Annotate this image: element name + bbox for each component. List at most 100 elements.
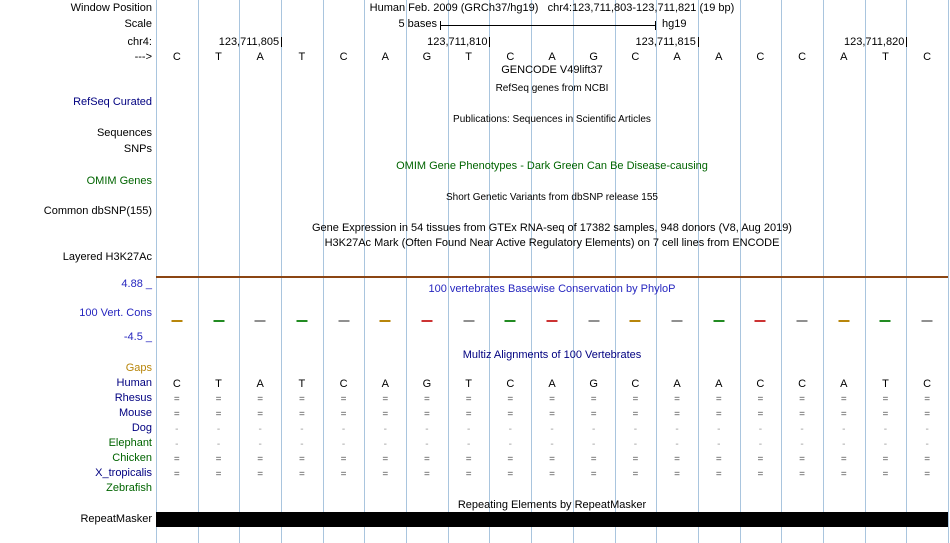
base-cell: C bbox=[506, 51, 515, 63]
base-cell: - bbox=[341, 439, 346, 450]
base-cell: - bbox=[258, 439, 262, 450]
phylop-max-value: 4.88 _ bbox=[121, 278, 152, 290]
track-title-phylop[interactable]: 100 vertebrates Basewise Conservation by… bbox=[428, 283, 676, 295]
base-cell: = bbox=[298, 454, 305, 465]
base-cell: C bbox=[798, 378, 807, 390]
base-cell: - bbox=[341, 424, 346, 435]
base-cell: = bbox=[757, 454, 764, 465]
track-label-100-vert-cons[interactable]: 100 Vert. Cons bbox=[79, 307, 152, 319]
multiz-species-label[interactable]: Mouse bbox=[118, 407, 152, 419]
base-cell: = bbox=[757, 394, 764, 405]
gridline bbox=[239, 0, 241, 543]
base-cell: - bbox=[633, 439, 638, 450]
base-cell: = bbox=[757, 409, 764, 420]
phylop-tick bbox=[504, 320, 516, 322]
gridline bbox=[697, 0, 699, 543]
chrom-label: chr4: bbox=[127, 36, 152, 48]
track-title-dbsnp[interactable]: Short Genetic Variants from dbSNP releas… bbox=[446, 192, 658, 203]
gridline bbox=[906, 0, 908, 543]
base-cell: = bbox=[465, 394, 472, 405]
multiz-species-label[interactable]: Elephant bbox=[108, 437, 152, 449]
track-label-sequences[interactable]: Sequences bbox=[96, 127, 152, 139]
position-tick-mark bbox=[906, 37, 908, 47]
phylop-tick bbox=[838, 320, 850, 322]
base-cell: - bbox=[550, 439, 554, 450]
multiz-species-label[interactable]: Chicken bbox=[112, 452, 152, 464]
base-cell: = bbox=[507, 409, 514, 420]
base-cell: T bbox=[215, 378, 222, 390]
phylop-tick bbox=[296, 320, 308, 322]
track-title-h3k27ac[interactable]: H3K27Ac Mark (Often Found Near Active Re… bbox=[324, 237, 780, 249]
position-tick-mark bbox=[281, 37, 283, 47]
gridline bbox=[614, 0, 616, 543]
base-cell: = bbox=[590, 394, 597, 405]
multiz-species-label[interactable]: Dog bbox=[131, 422, 152, 434]
gridline bbox=[489, 0, 491, 543]
base-cell: = bbox=[924, 454, 931, 465]
base-cell: C bbox=[339, 51, 348, 63]
track-title-omim[interactable]: OMIM Gene Phenotypes - Dark Green Can Be… bbox=[396, 160, 708, 172]
multiz-species-label[interactable]: Human bbox=[116, 377, 152, 389]
multiz-species-label[interactable]: Rhesus bbox=[114, 392, 152, 404]
base-cell: - bbox=[925, 424, 929, 435]
base-cell: - bbox=[300, 439, 304, 450]
track-title-refseq[interactable]: RefSeq genes from NCBI bbox=[495, 83, 609, 94]
base-cell: - bbox=[717, 439, 721, 450]
base-cell: = bbox=[215, 409, 222, 420]
base-cell: A bbox=[715, 378, 723, 390]
track-title-publications[interactable]: Publications: Sequences in Scientific Ar… bbox=[453, 114, 651, 125]
base-cell: = bbox=[674, 469, 680, 480]
browser-position-title: Human Feb. 2009 (GRCh37/hg19) chr4:123,7… bbox=[369, 2, 735, 14]
position-label: 123,711,805 bbox=[218, 36, 280, 48]
multiz-row: ------------------- bbox=[156, 438, 948, 451]
base-cell: = bbox=[257, 409, 264, 420]
track-label-refseq-curated[interactable]: RefSeq Curated bbox=[73, 96, 152, 108]
base-cell: - bbox=[383, 439, 387, 450]
base-cell: - bbox=[592, 424, 596, 435]
phylop-tick bbox=[213, 320, 225, 322]
base-cell: = bbox=[632, 454, 639, 465]
phylop-min-value: -4.5 _ bbox=[123, 331, 152, 343]
position-tick-mark bbox=[489, 37, 491, 47]
multiz-row: = = = = = = = = = = = = = = = = = = = bbox=[156, 453, 948, 466]
base-cell: - bbox=[883, 424, 888, 435]
phylop-tick bbox=[879, 320, 891, 322]
base-cell: = bbox=[632, 469, 639, 480]
track-label-repeatmasker[interactable]: RepeatMasker bbox=[80, 513, 152, 525]
base-cell: - bbox=[466, 439, 471, 450]
track-label-omim-genes[interactable]: OMIM Genes bbox=[86, 175, 152, 187]
track-label-layered-h3k27ac[interactable]: Layered H3K27Ac bbox=[62, 251, 152, 263]
gridline bbox=[322, 0, 324, 543]
base-cell: = bbox=[507, 469, 514, 480]
base-cell: = bbox=[840, 409, 847, 420]
base-cell: A bbox=[381, 51, 389, 63]
multiz-species-label[interactable]: Gaps bbox=[125, 362, 152, 374]
base-cell: - bbox=[758, 439, 763, 450]
gridline bbox=[948, 0, 949, 543]
multiz-species-label[interactable]: X_tropicalis bbox=[95, 467, 152, 479]
multiz-species-label[interactable]: Zebrafish bbox=[106, 482, 152, 494]
phylop-tick bbox=[171, 320, 183, 322]
repeatmasker-bar[interactable] bbox=[156, 512, 948, 527]
base-cell: = bbox=[424, 409, 430, 420]
position-label: 123,711,810 bbox=[427, 36, 488, 48]
base-cell: - bbox=[550, 424, 554, 435]
base-cell: = bbox=[924, 394, 931, 405]
base-cell: = bbox=[173, 394, 180, 405]
gridline bbox=[281, 0, 283, 543]
base-cell: = bbox=[340, 394, 347, 405]
base-cell: - bbox=[466, 424, 471, 435]
base-cell: = bbox=[715, 394, 722, 405]
gridline bbox=[822, 0, 824, 543]
base-cell: = bbox=[340, 454, 347, 465]
track-title-gtex[interactable]: Gene Expression in 54 tissues from GTEx … bbox=[312, 222, 792, 234]
track-label-snps[interactable]: SNPs bbox=[123, 143, 152, 155]
base-cell: = bbox=[215, 394, 222, 405]
track-label-common-dbsnp[interactable]: Common dbSNP(155) bbox=[43, 205, 152, 217]
track-title-repeatmasker[interactable]: Repeating Elements by RepeatMasker bbox=[457, 499, 647, 511]
track-title-multiz[interactable]: Multiz Alignments of 100 Vertebrates bbox=[462, 349, 642, 361]
base-cell: - bbox=[175, 439, 179, 450]
track-title-gencode[interactable]: GENCODE V49lift37 bbox=[501, 64, 603, 76]
base-cell: = bbox=[674, 454, 680, 465]
